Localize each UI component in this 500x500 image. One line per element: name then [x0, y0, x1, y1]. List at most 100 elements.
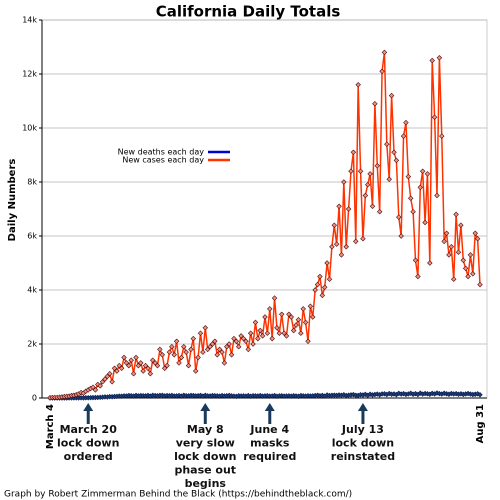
data-point [216, 346, 223, 353]
data-point [458, 222, 464, 228]
data-point [443, 230, 450, 237]
data-point [183, 349, 189, 355]
data-point [341, 179, 347, 185]
data-point [295, 316, 302, 323]
data-point [290, 327, 297, 334]
data-point [231, 335, 237, 342]
data-point [118, 365, 125, 372]
annotation-text: reinstated [331, 450, 395, 463]
data-point [407, 195, 414, 201]
data-point [188, 346, 194, 353]
footer: Graph by Robert Zimmerman Behind the Bla… [4, 490, 352, 500]
data-point [388, 92, 395, 99]
y-tick-label: 4k [27, 286, 37, 295]
data-point [274, 325, 280, 331]
data-point [470, 271, 476, 277]
data-point [429, 57, 435, 64]
data-point [192, 368, 199, 374]
legend-label: New cases each day [122, 156, 204, 165]
data-point [152, 360, 158, 366]
data-point [135, 362, 142, 369]
data-point [140, 368, 146, 374]
data-point [109, 379, 115, 385]
data-point [286, 311, 292, 318]
data-point [97, 383, 103, 389]
data-point [257, 327, 263, 334]
data-point [276, 330, 283, 336]
annotation-text: begins [185, 477, 227, 490]
data-point [281, 330, 287, 336]
data-point [405, 173, 412, 180]
data-point [111, 365, 118, 372]
annotation-text: required [243, 450, 296, 463]
data-point [121, 354, 127, 361]
data-point [195, 354, 201, 361]
data-point [333, 241, 340, 247]
data-point [269, 335, 275, 342]
data-point [259, 333, 266, 339]
data-point [307, 303, 314, 309]
data-point [240, 335, 247, 342]
data-point [173, 338, 180, 345]
data-point [302, 319, 309, 326]
data-point [350, 149, 357, 156]
annotation-arrowhead [357, 403, 368, 411]
data-point [212, 338, 218, 345]
data-point [166, 349, 173, 355]
data-point [396, 214, 402, 220]
data-point [252, 319, 259, 326]
x-tick-label: March 4 [45, 404, 56, 449]
data-point [417, 184, 424, 191]
data-point [310, 314, 316, 320]
data-point [422, 219, 428, 226]
data-point [202, 325, 209, 331]
chart-title: California Daily Totals [156, 3, 341, 21]
annotation-text: phase out [174, 464, 236, 477]
data-point [226, 341, 232, 347]
data-point [376, 208, 383, 215]
data-point [357, 168, 364, 174]
data-point [374, 163, 381, 169]
data-point [238, 333, 244, 339]
data-point [384, 141, 390, 147]
data-point [348, 168, 354, 174]
data-point [243, 338, 249, 345]
annotation-text: masks [250, 437, 290, 450]
data-point [410, 208, 416, 215]
data-point [219, 349, 225, 355]
annotation-text: July 13 [341, 423, 384, 436]
y-tick-label: 0 [32, 394, 37, 403]
data-point [116, 362, 123, 369]
data-point [317, 273, 323, 280]
data-point [367, 171, 373, 177]
data-point [278, 311, 285, 318]
annotation-text: lock down [174, 450, 236, 463]
data-point [169, 343, 175, 350]
data-point [415, 273, 421, 280]
data-point [293, 322, 299, 328]
data-point [450, 276, 457, 282]
data-point [154, 362, 161, 369]
data-point [197, 330, 204, 336]
data-point [149, 357, 156, 363]
data-point [372, 100, 378, 107]
data-point [145, 365, 151, 372]
data-point [400, 133, 407, 139]
data-point [190, 335, 197, 342]
data-point [364, 181, 371, 188]
data-point [398, 233, 404, 239]
data-point [204, 346, 211, 353]
data-point [90, 384, 96, 390]
data-point [288, 314, 295, 320]
data-point [264, 330, 271, 336]
data-point [221, 360, 228, 366]
data-point [369, 203, 376, 210]
data-point [465, 273, 471, 280]
annotation-text: ordered [64, 450, 113, 463]
data-point [233, 338, 240, 345]
data-point [247, 330, 254, 336]
data-point [250, 341, 256, 347]
data-point [446, 252, 452, 258]
